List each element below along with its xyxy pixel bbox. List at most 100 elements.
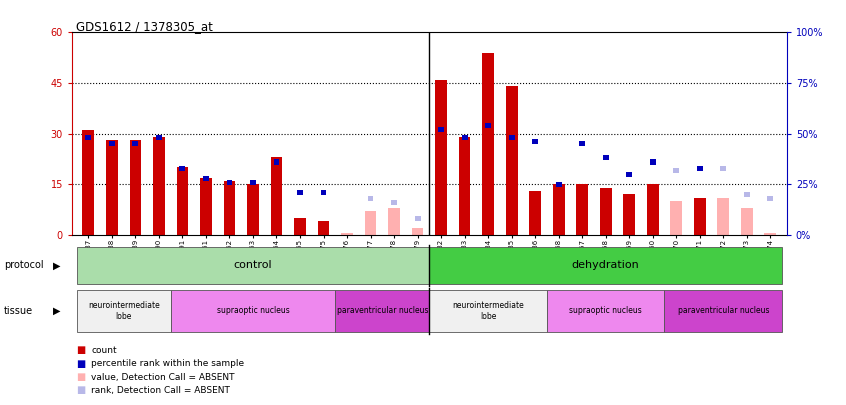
Bar — [412, 228, 424, 235]
Bar — [171, 290, 335, 332]
Bar — [365, 211, 376, 235]
Bar — [720, 166, 726, 171]
Bar — [673, 168, 679, 173]
Bar — [459, 137, 470, 235]
Bar — [365, 233, 376, 235]
Bar — [580, 141, 585, 146]
Bar — [508, 135, 514, 140]
Bar — [294, 218, 306, 235]
Text: ▶: ▶ — [53, 306, 61, 316]
Bar — [717, 198, 729, 235]
Bar — [664, 290, 782, 332]
Bar — [388, 211, 400, 235]
Bar — [412, 228, 424, 235]
Bar — [530, 191, 541, 235]
Bar — [429, 247, 782, 284]
Bar — [767, 196, 773, 201]
Text: percentile rank within the sample: percentile rank within the sample — [91, 359, 244, 368]
Bar — [673, 168, 679, 173]
Bar — [341, 233, 353, 235]
Bar — [429, 290, 547, 332]
Bar — [697, 166, 703, 171]
Bar — [129, 141, 141, 235]
Bar — [415, 216, 420, 221]
Text: paraventricular nucleus: paraventricular nucleus — [678, 306, 769, 315]
Bar — [250, 180, 256, 185]
Text: supraoptic nucleus: supraoptic nucleus — [569, 306, 642, 315]
Bar — [506, 86, 518, 235]
Bar — [317, 222, 329, 235]
Bar — [341, 233, 353, 235]
Text: neurointermediate
lobe: neurointermediate lobe — [453, 301, 524, 320]
Text: neurointermediate
lobe: neurointermediate lobe — [88, 301, 160, 320]
Bar — [744, 192, 750, 197]
Text: paraventricular nucleus: paraventricular nucleus — [337, 306, 428, 315]
Text: protocol: protocol — [4, 260, 44, 270]
Bar — [600, 188, 612, 235]
Bar — [626, 172, 632, 177]
Text: dehydration: dehydration — [572, 260, 640, 270]
Bar — [153, 137, 165, 235]
Bar — [109, 141, 115, 146]
Bar — [482, 53, 494, 235]
Bar — [547, 290, 664, 332]
Bar — [576, 184, 588, 235]
Bar — [647, 184, 659, 235]
Text: tissue: tissue — [4, 306, 33, 316]
Bar — [77, 247, 429, 284]
Bar — [624, 194, 635, 235]
Bar — [177, 167, 189, 235]
Bar — [179, 166, 185, 171]
Bar — [767, 196, 773, 201]
Bar — [670, 211, 682, 235]
Bar — [227, 180, 233, 185]
Bar — [765, 233, 776, 235]
Text: ■: ■ — [76, 359, 85, 369]
Bar — [368, 196, 373, 201]
Bar — [297, 190, 303, 195]
Bar — [106, 141, 118, 235]
Bar — [650, 160, 656, 164]
Bar — [273, 160, 279, 164]
Bar — [77, 290, 171, 332]
Bar — [247, 184, 259, 235]
Bar — [200, 177, 212, 235]
Bar — [203, 176, 209, 181]
Bar — [741, 218, 753, 235]
Bar — [388, 208, 400, 235]
Bar — [532, 139, 538, 144]
Bar — [133, 141, 139, 146]
Text: ■: ■ — [76, 345, 85, 355]
Bar — [556, 182, 562, 187]
Text: ■: ■ — [76, 372, 85, 382]
Bar — [83, 130, 94, 235]
Bar — [435, 80, 447, 235]
Text: count: count — [91, 346, 117, 355]
Text: ▶: ▶ — [53, 260, 61, 270]
Bar — [271, 157, 283, 235]
Bar — [486, 123, 491, 128]
Text: rank, Detection Call = ABSENT: rank, Detection Call = ABSENT — [91, 386, 230, 395]
Bar — [85, 135, 91, 140]
Bar — [321, 190, 327, 195]
Bar — [438, 127, 444, 132]
Bar — [462, 135, 468, 140]
Bar — [368, 196, 373, 201]
Bar — [741, 208, 753, 235]
Bar — [717, 218, 729, 235]
Bar — [335, 290, 429, 332]
Text: ■: ■ — [76, 386, 85, 395]
Text: GDS1612 / 1378305_at: GDS1612 / 1378305_at — [76, 20, 213, 33]
Bar — [670, 201, 682, 235]
Bar — [223, 181, 235, 235]
Bar — [391, 200, 397, 205]
Bar — [720, 166, 726, 171]
Bar — [694, 198, 706, 235]
Text: value, Detection Call = ABSENT: value, Detection Call = ABSENT — [91, 373, 235, 382]
Bar — [602, 156, 608, 160]
Bar — [156, 135, 162, 140]
Bar — [552, 184, 564, 235]
Bar — [765, 233, 776, 235]
Text: control: control — [233, 260, 272, 270]
Text: supraoptic nucleus: supraoptic nucleus — [217, 306, 289, 315]
